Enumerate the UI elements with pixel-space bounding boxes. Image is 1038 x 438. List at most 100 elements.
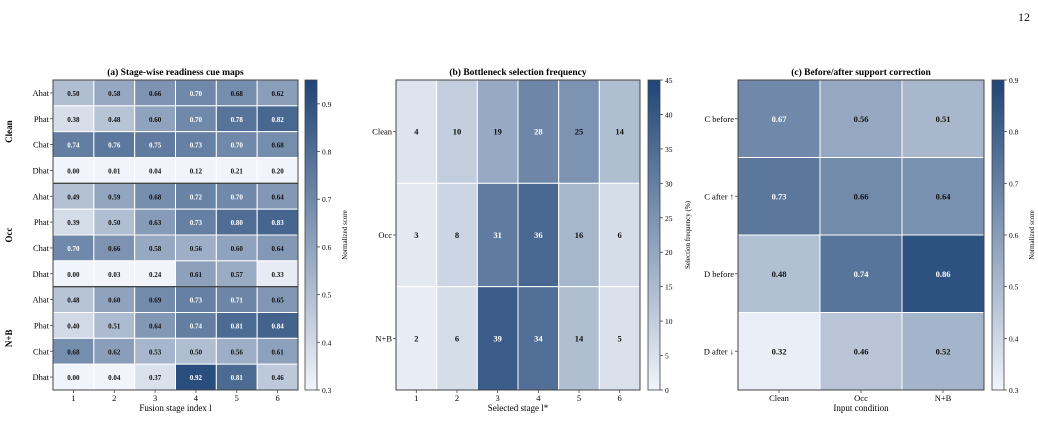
- cell-value-label: 0.03: [108, 271, 121, 279]
- cell-value-label: 0.51: [936, 114, 951, 124]
- cell-value-label: 0.50: [67, 90, 80, 98]
- x-tick-label: Clean: [769, 393, 790, 403]
- heatmap-cell: [256, 234, 299, 262]
- cell-value-label: 0.48: [772, 269, 787, 279]
- y-tick-label: Ahat: [32, 191, 49, 201]
- cell-value-label: 14: [615, 127, 624, 137]
- cell-value-label: 0.00: [67, 167, 80, 175]
- colorbar-label: Normalized score: [1028, 210, 1036, 260]
- cell-value-label: 0.69: [149, 297, 162, 305]
- y-tick-label: C after ↑: [704, 191, 734, 201]
- heatmap-cell: [215, 234, 258, 262]
- heatmap-cell: [134, 234, 177, 262]
- cell-value-label: 0.46: [271, 374, 284, 382]
- heatmap-cell: [901, 312, 985, 391]
- heatmap-cell: [558, 79, 600, 184]
- x-tick-label: 1: [414, 393, 418, 403]
- heatmap-cell: [134, 131, 177, 159]
- y-tick-label: Phat: [34, 114, 50, 124]
- cell-value-label: 0.68: [231, 90, 244, 98]
- panel-title: (b) Bottleneck selection frequency: [449, 67, 587, 78]
- y-tick-label: Chat: [33, 346, 50, 356]
- colorbar-tick-label: 0.3: [322, 386, 332, 395]
- cell-value-label: 0.62: [108, 348, 121, 356]
- y-tick-label: D after ↓: [704, 346, 734, 356]
- cell-value-label: 0.61: [271, 348, 284, 356]
- cell-value-label: 0.66: [149, 90, 162, 98]
- cell-value-label: 0.38: [67, 116, 80, 124]
- colorbar-tick-label: 0.3: [1009, 386, 1019, 395]
- cell-value-label: 0.65: [271, 297, 284, 305]
- cell-value-label: 0.68: [67, 348, 80, 356]
- x-tick-label: 2: [112, 393, 116, 403]
- x-axis-title: Selected stage l*: [488, 403, 549, 413]
- colorbar-tick-label: 25: [665, 214, 673, 223]
- y-tick-label: Dhat: [32, 269, 49, 279]
- colorbar-tick-label: 0.5: [1009, 283, 1019, 292]
- heatmap-cell: [395, 182, 438, 288]
- cell-value-label: 0.48: [67, 297, 80, 305]
- cell-value-label: 0.52: [936, 346, 951, 356]
- cell-value-label: 0.80: [231, 219, 244, 227]
- colorbar-tick-label: 35: [665, 145, 673, 154]
- heatmap-cell: [737, 234, 821, 313]
- cell-value-label: 0.46: [854, 346, 869, 356]
- cell-value-label: 0.32: [772, 346, 787, 356]
- colorbar-tick-label: 15: [665, 283, 673, 292]
- heatmap-cell: [93, 208, 136, 236]
- heatmap-cell: [215, 312, 258, 339]
- cell-value-label: 0.61: [190, 271, 203, 279]
- cell-value-label: 0.40: [67, 322, 80, 330]
- cell-value-label: 0.60: [149, 116, 162, 124]
- colorbar-tick-label: 45: [665, 76, 673, 85]
- cell-value-label: 0.20: [271, 167, 284, 175]
- x-tick-label: 1: [71, 393, 75, 403]
- heatmap-cell: [134, 208, 177, 236]
- heatmap-cell: [256, 79, 299, 107]
- colorbar-tick-label: 0.9: [1009, 76, 1019, 85]
- heatmap-cell: [93, 234, 136, 262]
- colorbar-label: Selection frequency (%): [684, 200, 692, 269]
- cell-value-label: 0.70: [190, 90, 203, 98]
- x-axis-title: Fusion stage index l: [139, 403, 212, 413]
- cell-value-label: 0.53: [149, 348, 162, 356]
- heatmap-cell: [52, 105, 95, 133]
- colorbar-tick-label: 40: [665, 110, 673, 119]
- x-tick-label: N+B: [935, 393, 952, 403]
- cell-value-label: 0.59: [108, 193, 121, 201]
- colorbar-tick-label: 10: [665, 317, 673, 326]
- cell-value-label: 0.66: [854, 191, 869, 201]
- cell-value-label: 0.04: [108, 374, 121, 382]
- y-tick-label: Dhat: [32, 372, 49, 382]
- cell-value-label: 6: [455, 333, 459, 343]
- cell-value-label: 36: [534, 230, 543, 240]
- heatmap-cell: [93, 105, 136, 133]
- y-tick-label: Ahat: [32, 88, 49, 98]
- heatmap-cell: [558, 286, 600, 391]
- cell-value-label: 10: [453, 127, 462, 137]
- x-tick-label: 5: [577, 393, 581, 403]
- cell-value-label: 0.57: [231, 271, 244, 279]
- y-tick-label: Phat: [34, 217, 50, 227]
- cell-value-label: 2: [414, 333, 418, 343]
- cell-value-label: 0.60: [231, 245, 244, 253]
- heatmap-cell: [52, 260, 95, 288]
- colorbar-tick-label: 0.8: [1009, 128, 1019, 137]
- y-tick-label: Clean: [372, 127, 393, 137]
- x-tick-label: 4: [194, 393, 199, 403]
- page-number: 12: [1018, 10, 1030, 24]
- y-tick-label: N+B: [375, 333, 392, 343]
- y-tick-label: C before: [704, 114, 734, 124]
- cell-value-label: 0.21: [231, 167, 244, 175]
- cell-value-label: 0.64: [936, 191, 952, 201]
- cell-value-label: 0.64: [271, 193, 284, 201]
- colorbar-tick-label: 0.5: [322, 291, 332, 300]
- group-label: Occ: [4, 228, 14, 243]
- colorbar-tick-label: 0.4: [322, 338, 332, 347]
- cell-value-label: 0.70: [231, 193, 244, 201]
- cell-value-label: 4: [414, 127, 419, 137]
- heatmap-frame: [52, 79, 299, 391]
- cell-value-label: 0.73: [190, 297, 203, 305]
- cell-value-label: 0.81: [231, 322, 244, 330]
- cell-value-label: 0.66: [108, 245, 121, 253]
